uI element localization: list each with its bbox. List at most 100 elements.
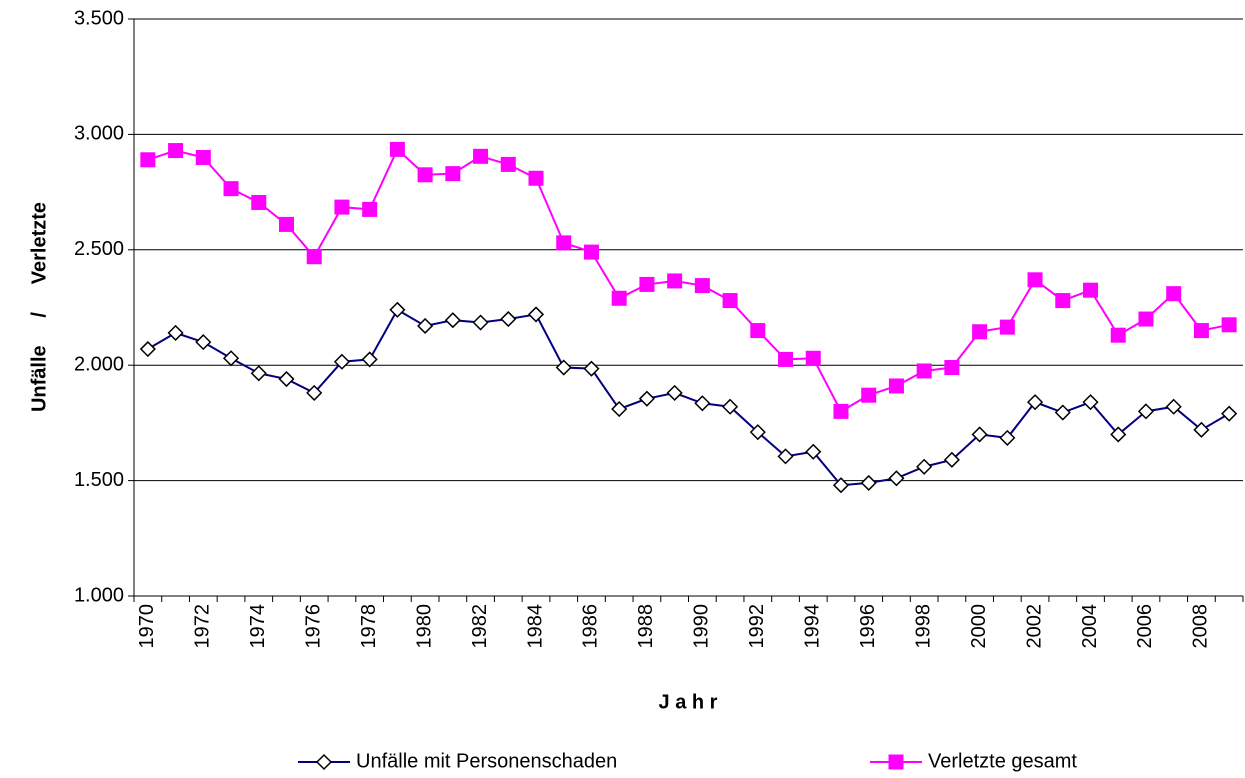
x-tick-label: 2004 xyxy=(1079,604,1101,649)
data-point xyxy=(1221,317,1237,333)
data-point xyxy=(583,360,600,377)
data-point xyxy=(1137,403,1155,420)
data-point xyxy=(1138,311,1154,327)
series-line xyxy=(147,308,1230,487)
data-point xyxy=(722,293,738,309)
data-point xyxy=(778,351,794,367)
data-point xyxy=(333,353,350,370)
data-point xyxy=(389,301,406,318)
x-tick-label: 1982 xyxy=(469,604,491,649)
data-point xyxy=(1166,286,1182,302)
data-point xyxy=(222,350,240,367)
data-point xyxy=(555,359,572,376)
data-point xyxy=(943,451,960,468)
data-point xyxy=(278,370,295,388)
y-tick-label: 2.500 xyxy=(74,238,124,260)
data-point xyxy=(667,273,683,289)
data-point xyxy=(1221,405,1238,422)
data-point xyxy=(972,324,988,340)
x-tick-label: 2006 xyxy=(1134,604,1156,649)
data-point xyxy=(362,201,378,217)
data-point xyxy=(833,403,849,419)
data-point xyxy=(528,170,544,186)
data-point xyxy=(1110,426,1127,443)
legend-marker xyxy=(888,754,904,770)
x-tick-label: 2000 xyxy=(968,604,990,649)
data-point xyxy=(1082,394,1099,411)
y-tick-label: 3.000 xyxy=(74,123,124,145)
data-point xyxy=(694,395,711,412)
data-point xyxy=(1026,394,1044,411)
data-point xyxy=(527,306,545,323)
data-point xyxy=(1110,327,1126,343)
y-tick-label: 3.500 xyxy=(74,7,124,29)
x-tick-label: 1996 xyxy=(857,604,879,649)
series-line xyxy=(147,147,1230,413)
data-point xyxy=(195,334,212,351)
data-point xyxy=(861,387,877,403)
data-point xyxy=(638,390,655,407)
x-tick-label: 1986 xyxy=(580,604,602,649)
data-point xyxy=(832,477,850,494)
data-point xyxy=(500,156,516,172)
data-point xyxy=(694,278,710,294)
data-point xyxy=(666,384,683,401)
data-point xyxy=(306,249,322,265)
data-point xyxy=(583,244,599,260)
x-tick-label: 1988 xyxy=(635,604,657,649)
data-point xyxy=(417,167,433,183)
data-point xyxy=(805,350,821,366)
x-axis-label: J a h r xyxy=(659,691,718,713)
legend-label: Unfälle mit Personenschaden xyxy=(356,750,617,772)
data-point xyxy=(805,443,822,460)
data-point xyxy=(611,290,627,306)
x-tick-label: 1980 xyxy=(413,604,435,649)
data-point xyxy=(1193,421,1210,438)
data-point xyxy=(472,314,489,331)
x-tick-label: 1972 xyxy=(192,604,214,649)
data-point xyxy=(250,365,267,382)
data-point xyxy=(361,351,378,368)
data-point xyxy=(916,458,933,475)
data-point xyxy=(195,149,211,165)
data-point xyxy=(722,398,739,415)
data-point xyxy=(888,470,905,487)
legend-marker xyxy=(315,753,333,771)
y-tick-label: 2.000 xyxy=(74,353,124,375)
data-point xyxy=(251,194,267,210)
data-point xyxy=(167,324,184,341)
data-point xyxy=(999,429,1016,446)
x-tick-label: 1976 xyxy=(302,604,324,649)
data-point xyxy=(999,319,1015,335)
x-tick-label: 1974 xyxy=(247,604,269,649)
x-tick-label: 2002 xyxy=(1023,604,1045,649)
data-point xyxy=(139,340,156,358)
data-point xyxy=(860,474,877,491)
data-point xyxy=(500,310,517,328)
y-axis-label: Unfälle / Verletzte xyxy=(28,202,50,412)
x-tick-label: 1994 xyxy=(802,604,824,649)
data-point xyxy=(749,424,766,441)
data-point xyxy=(334,199,350,215)
data-point xyxy=(1165,398,1182,415)
data-point xyxy=(1193,323,1209,339)
data-point xyxy=(888,378,904,394)
data-point xyxy=(750,323,766,339)
data-point xyxy=(306,384,323,401)
legend-label: Verletzte gesamt xyxy=(928,750,1077,772)
data-point xyxy=(223,181,239,197)
data-point xyxy=(1083,282,1099,298)
x-tick-label: 1970 xyxy=(136,604,158,649)
data-point xyxy=(944,360,960,376)
x-tick-label: 2008 xyxy=(1190,604,1212,649)
data-point xyxy=(777,448,794,465)
data-point xyxy=(639,276,655,292)
x-tick-label: 1990 xyxy=(691,604,713,649)
y-tick-label: 1.000 xyxy=(74,584,124,606)
data-point xyxy=(444,312,461,329)
data-point xyxy=(140,152,156,168)
data-point xyxy=(417,317,434,335)
x-tick-label: 1978 xyxy=(358,604,380,649)
x-tick-label: 1984 xyxy=(524,604,546,649)
